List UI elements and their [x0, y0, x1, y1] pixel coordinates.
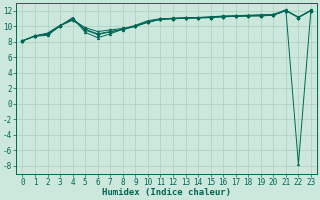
X-axis label: Humidex (Indice chaleur): Humidex (Indice chaleur) — [102, 188, 231, 197]
